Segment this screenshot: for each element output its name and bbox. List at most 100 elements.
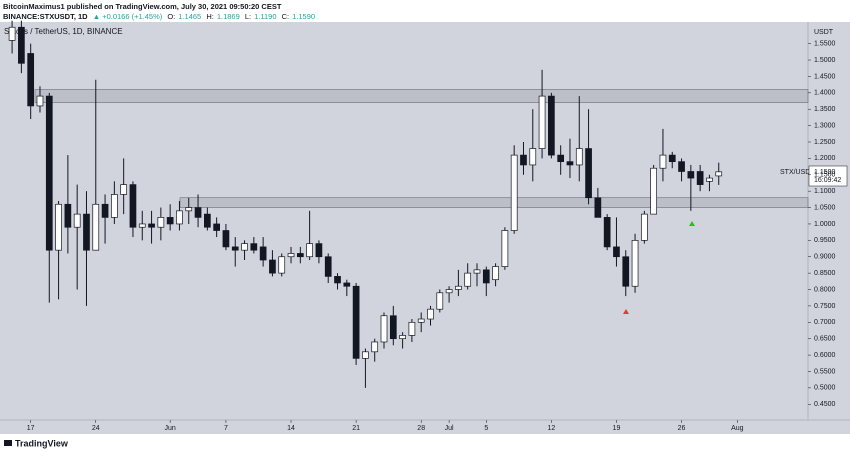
candle-body (334, 276, 341, 284)
candle-body (557, 154, 565, 163)
watermark: Stacks / TetherUS, 1D, BINANCE (4, 27, 123, 36)
y-tick-label: 0.9000 (814, 254, 836, 261)
change: ▲ +0.0166 (+1.45%) (92, 12, 163, 21)
candle-body (473, 269, 481, 274)
candle-body (631, 239, 639, 287)
last-price: 1.1590 (814, 169, 836, 176)
candle-body (613, 246, 620, 258)
candle-body (482, 269, 490, 284)
symbol-label: STX/USDT (780, 169, 815, 176)
x-tick-label: 12 (547, 425, 555, 432)
y-tick-label: 1.4500 (814, 73, 836, 80)
y-tick-label: 0.7500 (814, 303, 836, 310)
candle-body (8, 26, 16, 41)
time-axis-background (0, 420, 850, 434)
candle-body (194, 207, 202, 218)
candle-body (324, 256, 332, 277)
price-label-box (808, 165, 848, 187)
candle-body (659, 154, 667, 169)
price-axis-background (808, 22, 850, 420)
marks (8, 20, 809, 388)
candle-body (706, 177, 713, 182)
y-tick-label: 1.3000 (814, 122, 836, 129)
candle-body (436, 292, 444, 310)
candle-body (566, 161, 574, 166)
logo-icon (4, 440, 12, 446)
candle-body (417, 318, 425, 323)
candle-body (315, 243, 323, 258)
candle-body (120, 184, 128, 195)
candle-body (678, 161, 685, 172)
brand: TradingView (15, 438, 69, 448)
author-line: BitcoinMaximus1 published on TradingView… (3, 2, 282, 11)
y-tick-label: 0.8500 (814, 270, 836, 277)
candle-body (501, 230, 509, 267)
ohlc-label: H: (206, 12, 214, 21)
candle-body (399, 335, 406, 340)
ohlc-value: 1.1590 (292, 12, 316, 21)
candle-body (622, 256, 630, 287)
candle-body (650, 167, 658, 215)
ohlc-value: 1.1190 (254, 12, 277, 21)
countdown: 16:09:42 (814, 177, 841, 184)
candle-body (18, 26, 25, 64)
candle-body (36, 95, 44, 107)
plot-background (0, 22, 808, 420)
x-tick-label: 5 (484, 425, 488, 432)
candle-body (585, 148, 592, 199)
y-tick-label: 1.0000 (814, 221, 836, 228)
candle-body (594, 197, 602, 218)
x-tick-label: 24 (92, 425, 100, 432)
y-tick-label: 0.6000 (814, 352, 836, 359)
y-tick-label: 0.6500 (814, 336, 836, 343)
candle-body (83, 213, 90, 251)
candle-body (520, 154, 527, 166)
x-tick-label: 28 (417, 425, 425, 432)
candle-body (575, 148, 583, 166)
y-tick-label: 0.5000 (814, 385, 836, 392)
zone (34, 89, 809, 103)
candle-body (427, 308, 434, 320)
x-tick-label: 21 (352, 425, 360, 432)
ohlc-label: O: (167, 12, 176, 21)
candle-body (696, 171, 704, 185)
candle-body (213, 223, 220, 231)
x-tick-label: 19 (613, 425, 621, 432)
candle-body (492, 266, 499, 281)
candle-body (222, 230, 230, 248)
symbol: BINANCE:STXUSDT, 1D (3, 12, 88, 21)
symbol-line: BINANCE:STXUSDT, 1D ▲ +0.0166 (+1.45%) O… (3, 12, 318, 21)
candle-body (269, 259, 276, 274)
candle-body (641, 213, 648, 241)
ohlc-value: 1.1465 (178, 12, 202, 21)
candle-body (538, 95, 546, 149)
x-tick-label: Aug (731, 425, 744, 432)
candle-body (166, 217, 174, 225)
candle-body (101, 203, 109, 218)
x-tick-label: 14 (287, 425, 295, 432)
ohlc-label: C: (281, 12, 290, 21)
candle-body (111, 194, 118, 218)
candle-body (55, 203, 62, 251)
candle-body (138, 223, 146, 228)
y-tick-label: 1.4000 (814, 90, 836, 97)
candle-body (668, 154, 676, 163)
candle-body (306, 243, 313, 258)
sell-arrow (623, 309, 629, 314)
y-tick-label: 1.3500 (814, 106, 836, 113)
buy-arrow (689, 221, 695, 226)
candle-body (464, 272, 472, 287)
zone (179, 197, 809, 208)
candle-body (64, 203, 72, 228)
x-tick-label: 26 (678, 425, 686, 432)
candle-body (176, 210, 183, 225)
candle-body (510, 154, 518, 231)
y-tick-label: 1.2500 (814, 139, 836, 146)
candle-body (203, 213, 211, 228)
y-tick-label: 0.8000 (814, 286, 836, 293)
candle-body (548, 95, 555, 156)
candle-body (278, 256, 286, 274)
candle-body (687, 171, 695, 179)
candle-body (157, 217, 165, 228)
